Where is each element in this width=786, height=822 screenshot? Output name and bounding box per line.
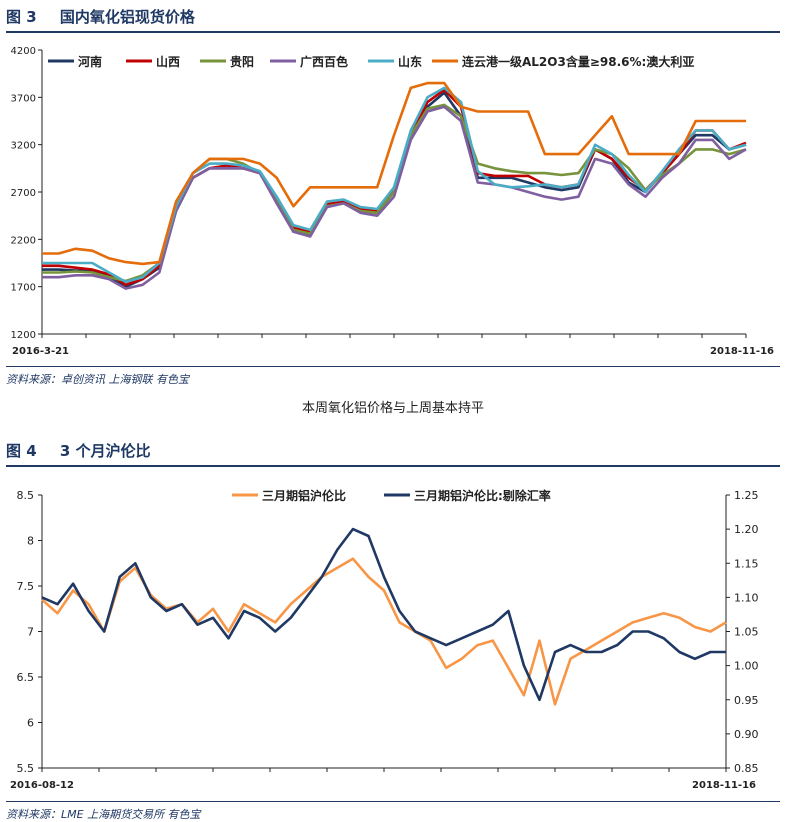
right-y-tick-label: 1.20 [734, 523, 759, 536]
figure3-top-rule [6, 31, 780, 33]
figure4-bottom-rule [6, 801, 780, 802]
figure3-chart: 1200 1700 2200 2700 3200 3700 4200 2016-3-21 201… [11, 46, 774, 357]
legend-label: 山东 [398, 54, 422, 69]
legend-label: 连云港一级AL2O3含量≥98.6%:澳大利亚 [462, 54, 694, 69]
legend-label: 广西百色 [300, 54, 348, 69]
y-tick-label: 1200 [11, 330, 36, 341]
y-tick-label: 3700 [11, 93, 36, 104]
right-y-tick-label: 1.05 [734, 626, 759, 639]
figure4-source: 资料来源：LME 上海期货交易所 有色宝 [6, 808, 201, 821]
left-y-tick-label: 6.5 [17, 671, 35, 684]
figure3-title: 图 3 国内氧化铝现货价格 [6, 6, 195, 27]
right-y-tick-label: 0.90 [734, 728, 759, 741]
right-y-tick-label: 1.25 [734, 489, 759, 502]
right-y-tick-label: 1.00 [734, 660, 759, 673]
left-y-tick-label: 7.5 [17, 580, 35, 593]
figure3-title-text: 国内氧化铝现货价格 [59, 8, 195, 26]
left-y-tick-label: 7 [27, 626, 34, 639]
x-start-label: 2016-08-12 [10, 780, 74, 791]
figure3-source: 资料来源：卓创资讯 上海钢联 有色宝 [6, 373, 189, 386]
left-y-tick-label: 5.5 [17, 762, 35, 775]
left-y-tick-label: 8.5 [17, 489, 35, 502]
x-end-label: 2018-11-16 [692, 780, 756, 791]
legend-label: 山西 [156, 54, 180, 69]
y-tick-label: 4200 [11, 46, 36, 57]
figure4-chart: 5.5 6 6.5 7 7.5 8 8.5 0.85 0.90 0.95 1.00 1.05 1.10 1… [10, 488, 759, 791]
series-line-ratio [41, 557, 727, 706]
figure4-top-rule [6, 465, 780, 467]
x-end-label: 2018-11-16 [710, 346, 774, 357]
y-tick-label: 2200 [11, 235, 36, 246]
y-tick-label: 2700 [11, 188, 36, 199]
legend-label: 贵阳 [230, 54, 254, 69]
x-start-label: 2016-3-21 [12, 346, 69, 357]
series-line [42, 105, 747, 290]
legend-label: 三月期铝沪伦比:剔除汇率 [414, 488, 551, 503]
legend-label: 三月期铝沪伦比 [262, 488, 346, 503]
figure4-title: 图 4 3 个月沪伦比 [6, 440, 151, 461]
right-y-tick-label: 1.10 [734, 591, 759, 604]
right-y-tick-label: 0.85 [734, 762, 759, 775]
series-line [42, 81, 746, 266]
figure3-bottom-rule [6, 366, 780, 367]
left-y-tick-label: 8 [27, 535, 34, 548]
y-tick-label: 3200 [11, 141, 36, 152]
y-tick-label: 1700 [11, 283, 36, 294]
legend-label: 河南 [77, 54, 102, 69]
figure-caption: 本周氧化铝价格与上周基本持平 [301, 401, 484, 416]
right-y-tick-label: 0.95 [734, 694, 759, 707]
left-y-tick-label: 6 [27, 717, 34, 730]
figure4-number: 图 4 [6, 442, 37, 460]
series-line-ratio-ex-fx [41, 527, 726, 702]
figure4-title-text: 3 个月沪伦比 [59, 442, 151, 460]
figure3-number: 图 3 [6, 8, 37, 26]
right-y-tick-label: 1.15 [734, 557, 759, 570]
